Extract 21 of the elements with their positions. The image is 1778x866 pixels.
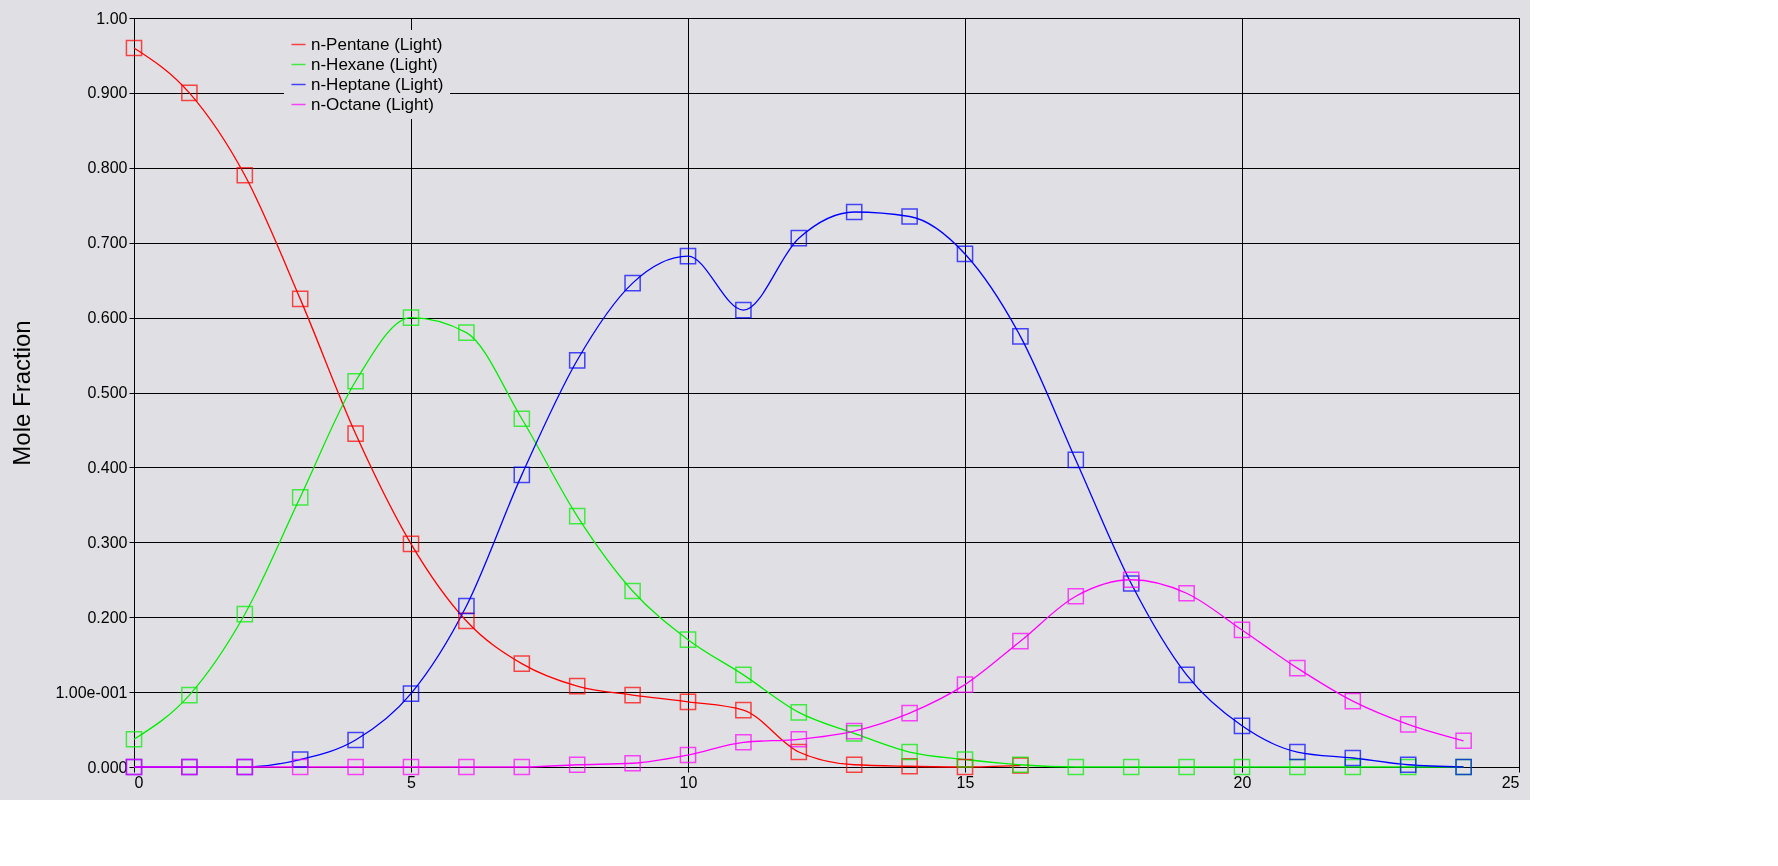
y-tick-label: 0.700 <box>87 234 128 252</box>
y-tick-label: 0.800 <box>87 159 128 177</box>
legend-label: n-Hexane (Light) <box>311 54 438 74</box>
x-tick-label: 20 <box>1233 773 1252 791</box>
y-tick-label: 1.00e-001 <box>55 683 128 701</box>
legend-label: n-Octane (Light) <box>311 94 434 114</box>
y-tick-label: 0.300 <box>87 533 128 551</box>
y-tick-label: 0.900 <box>87 84 128 102</box>
y-tick-label: 1.00 <box>96 9 128 27</box>
legend-label: n-Heptane (Light) <box>311 74 444 94</box>
x-tick-label: 25 <box>1501 773 1520 791</box>
legend-label: n-Pentane (Light) <box>311 34 443 54</box>
y-axis-title: Mole Fraction <box>8 320 36 466</box>
x-tick-label: 5 <box>407 773 417 791</box>
y-tick-label: 0.200 <box>87 608 128 626</box>
x-tick-label: 10 <box>679 773 698 791</box>
y-tick-label: 0.400 <box>87 458 128 476</box>
y-tick-label: 0.600 <box>87 309 128 327</box>
x-tick-label: 15 <box>956 773 975 791</box>
x-tick-label: 0 <box>134 773 144 791</box>
y-tick-label: 0.500 <box>87 384 128 401</box>
